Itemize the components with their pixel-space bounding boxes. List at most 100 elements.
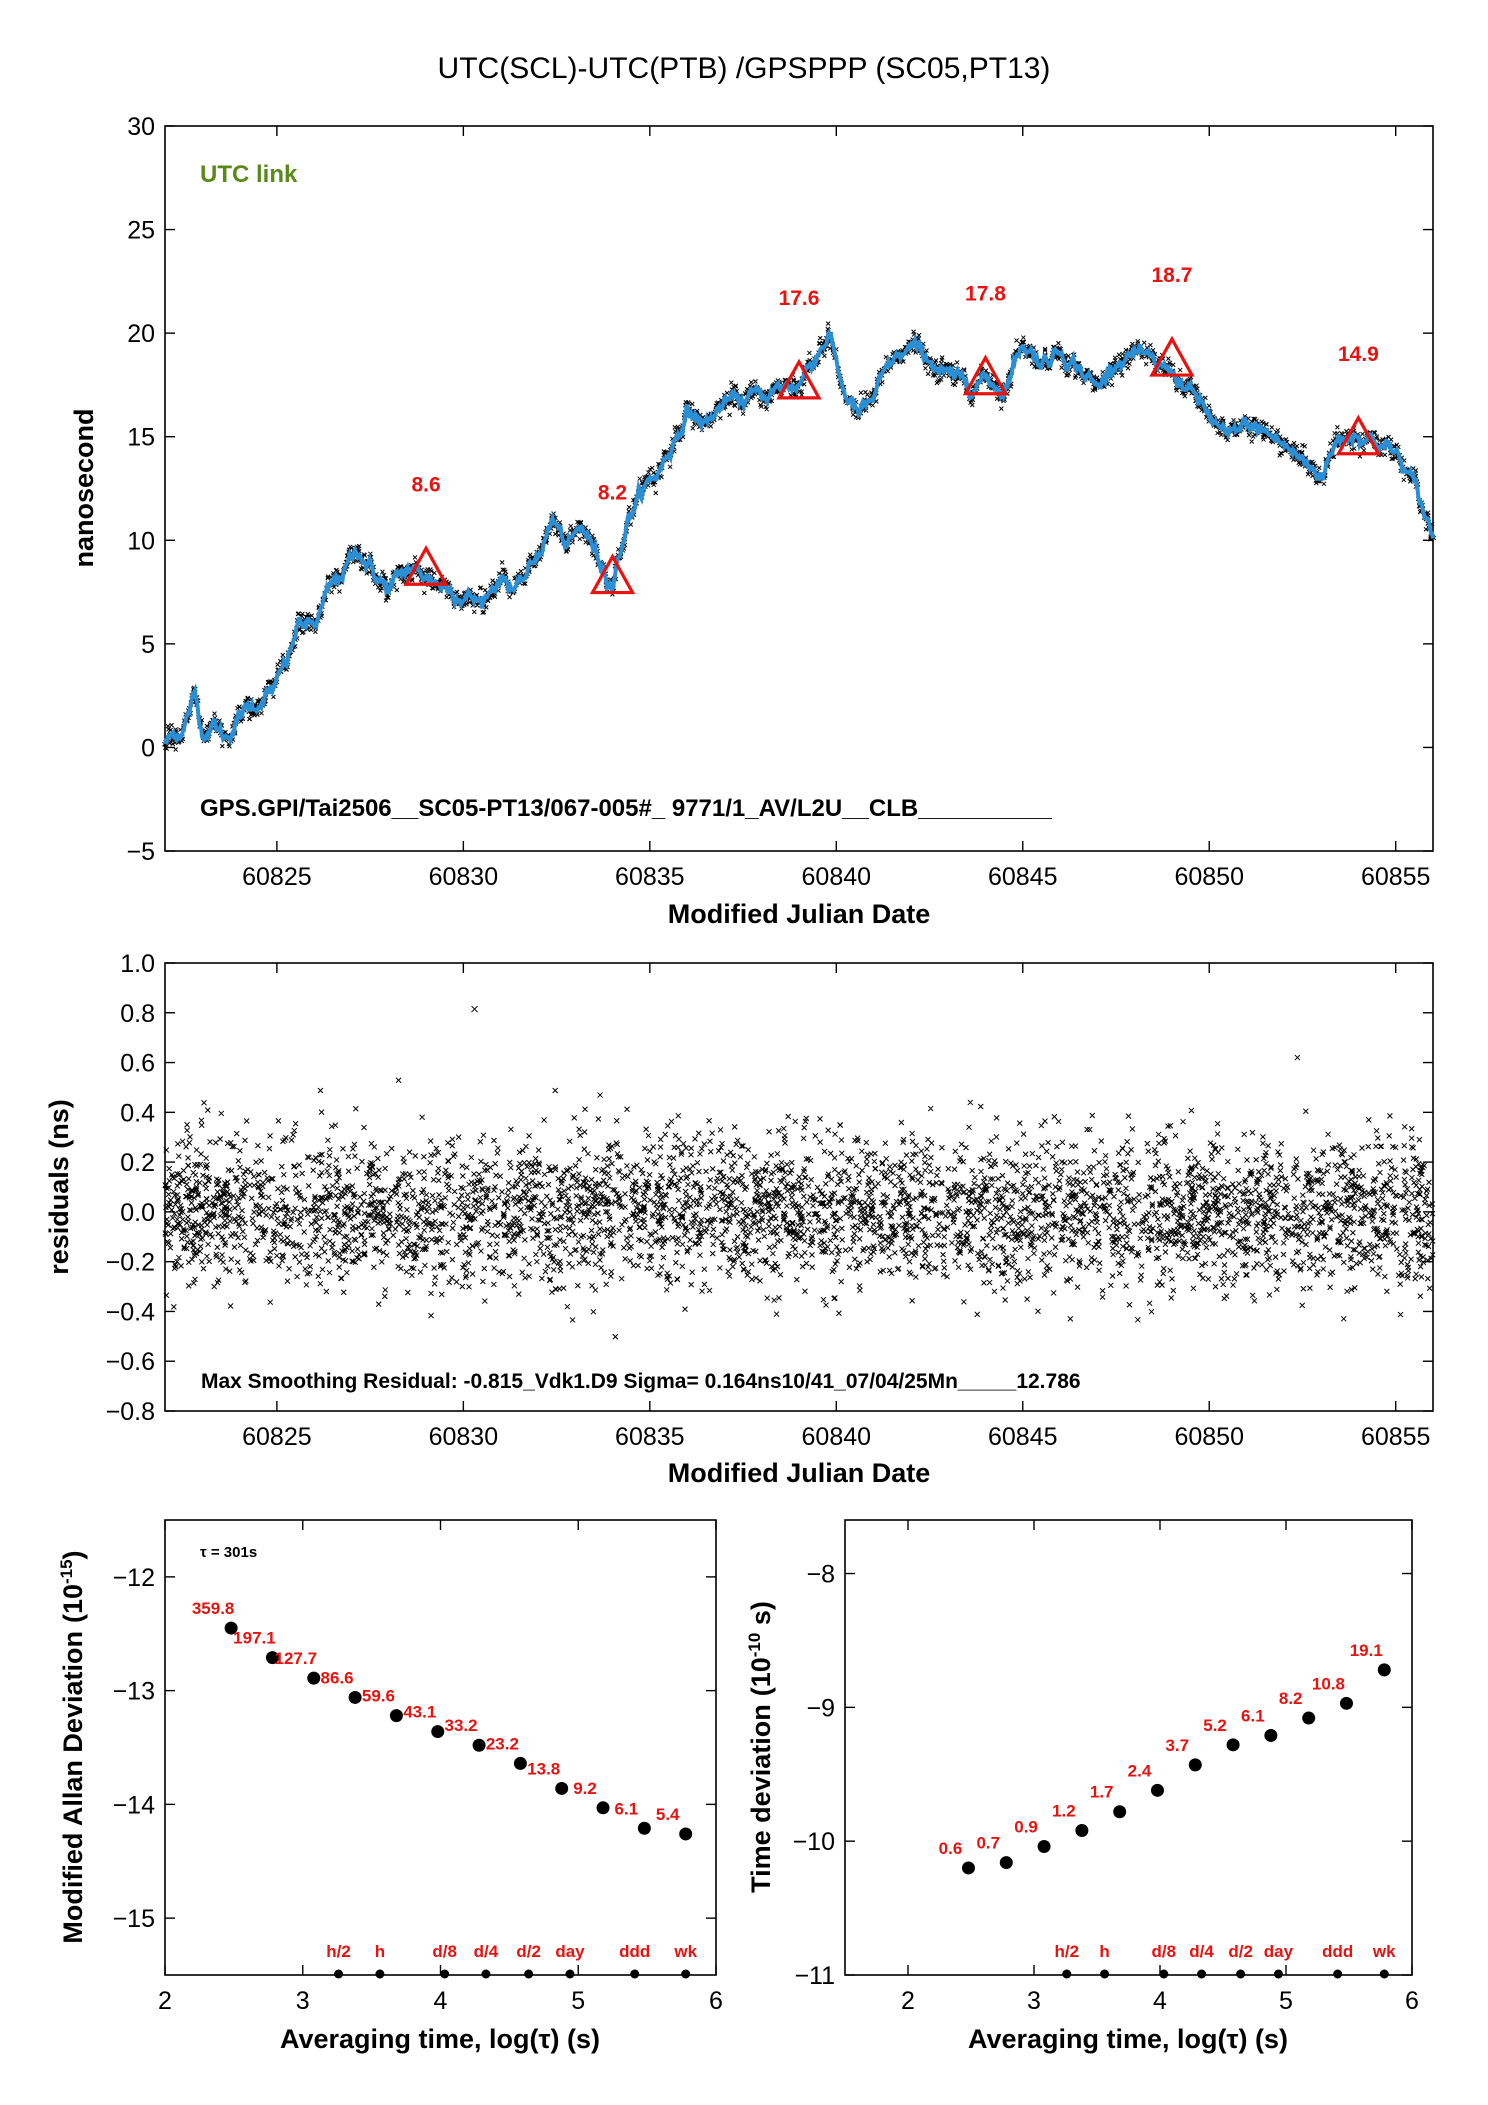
x-tick-label: 60845 (988, 1423, 1058, 1451)
residual-point (382, 1165, 388, 1172)
residual-point (292, 1172, 299, 1179)
raw-point (858, 390, 864, 396)
residual-point (366, 1181, 373, 1188)
raw-point (379, 585, 385, 591)
residual-point (518, 1168, 525, 1175)
residual-point (1019, 1221, 1026, 1228)
raw-point (255, 698, 260, 704)
time-series-panel: 60825 60830 60835 60840 60845 60850 60855−5051… (69, 113, 1437, 929)
raw-point (295, 611, 301, 617)
residual-point (782, 1140, 788, 1146)
residual-point (853, 1162, 860, 1169)
residual-point (723, 1208, 730, 1215)
residual-point (381, 1293, 388, 1300)
residual-point (1027, 1274, 1033, 1281)
residual-point (644, 1238, 650, 1245)
residual-point (1144, 1140, 1151, 1147)
residual-point (1277, 1162, 1284, 1168)
residual-point (1338, 1217, 1344, 1224)
residual-point (1413, 1271, 1420, 1278)
raw-point (570, 539, 575, 545)
residual-point (170, 1304, 177, 1310)
residual-point (378, 1259, 385, 1265)
residual-point (774, 1150, 781, 1157)
raw-point (568, 523, 574, 529)
residual-point (1035, 1179, 1042, 1186)
y-tick-label: 25 (127, 217, 155, 245)
residual-point (321, 1234, 328, 1240)
residual-point (1084, 1126, 1090, 1133)
residual-point (1091, 1257, 1098, 1263)
raw-point (247, 716, 252, 722)
residual-point (1136, 1191, 1142, 1198)
raw-point (718, 415, 723, 421)
residual-point (535, 1147, 542, 1153)
residual-point (585, 1195, 592, 1202)
residual-point (991, 1288, 998, 1295)
residual-point (1009, 1197, 1016, 1204)
residual-point (757, 1257, 763, 1264)
residual-point (403, 1228, 410, 1235)
residual-point (1275, 1176, 1282, 1183)
marker-label: 14.9 (1338, 343, 1379, 366)
residual-point (1228, 1189, 1235, 1195)
time-series-info: GPS.GPI/Tai2506__SC05-PT13/067-005#_ 977… (200, 795, 1052, 822)
residual-point (1309, 1230, 1316, 1236)
residual-point (802, 1174, 809, 1181)
residual-point (239, 1228, 246, 1235)
residual-point (838, 1278, 845, 1285)
residual-point (993, 1134, 1000, 1140)
residual-point (706, 1117, 713, 1124)
residual-point (383, 1150, 390, 1157)
residual-point (465, 1260, 472, 1266)
residual-point (499, 1189, 505, 1195)
residual-point (471, 1183, 478, 1190)
residual-point (1049, 1153, 1056, 1160)
residual-point (1340, 1315, 1347, 1322)
residual-point (345, 1237, 352, 1244)
raw-point (1316, 465, 1322, 471)
residual-point (1280, 1251, 1287, 1258)
residual-point (521, 1255, 528, 1262)
raw-point (271, 694, 276, 700)
residual-point (307, 1242, 313, 1249)
residual-point (1170, 1287, 1177, 1294)
raw-point (480, 610, 486, 615)
residual-point (1203, 1244, 1210, 1251)
residual-point (205, 1178, 212, 1185)
residual-point (318, 1215, 325, 1222)
residual-point (707, 1138, 713, 1145)
residual-point (1115, 1187, 1122, 1193)
residual-point (1261, 1214, 1268, 1221)
residual-point (659, 1244, 665, 1251)
raw-point (170, 741, 176, 747)
residual-point (294, 1273, 300, 1280)
raw-point (301, 629, 306, 635)
residual-point (1115, 1150, 1122, 1157)
residual-point (1418, 1274, 1425, 1280)
residual-point (912, 1274, 919, 1280)
residual-point (597, 1257, 603, 1263)
residual-point (540, 1251, 547, 1257)
residual-point (1010, 1219, 1017, 1225)
residual-point (856, 1171, 862, 1178)
residual-point (972, 1174, 978, 1181)
marker-label: 17.8 (965, 283, 1006, 306)
y-tick-label: 0 (141, 734, 155, 762)
residual-point (981, 1215, 988, 1221)
time-series-ylabel: nanosecond (69, 408, 99, 567)
residual-point (909, 1130, 915, 1137)
raw-point (204, 723, 210, 729)
residual-point (1341, 1220, 1348, 1227)
residual-point (898, 1119, 905, 1126)
residual-point (800, 1135, 807, 1142)
residual-point (713, 1179, 720, 1185)
residual-point (347, 1188, 354, 1195)
residual-point (650, 1144, 657, 1150)
residual-point (1146, 1300, 1153, 1307)
raw-point (1321, 481, 1327, 487)
residual-point (511, 1237, 517, 1243)
residual-point (1055, 1118, 1062, 1125)
residual-point (941, 1264, 948, 1271)
raw-point (412, 555, 418, 560)
